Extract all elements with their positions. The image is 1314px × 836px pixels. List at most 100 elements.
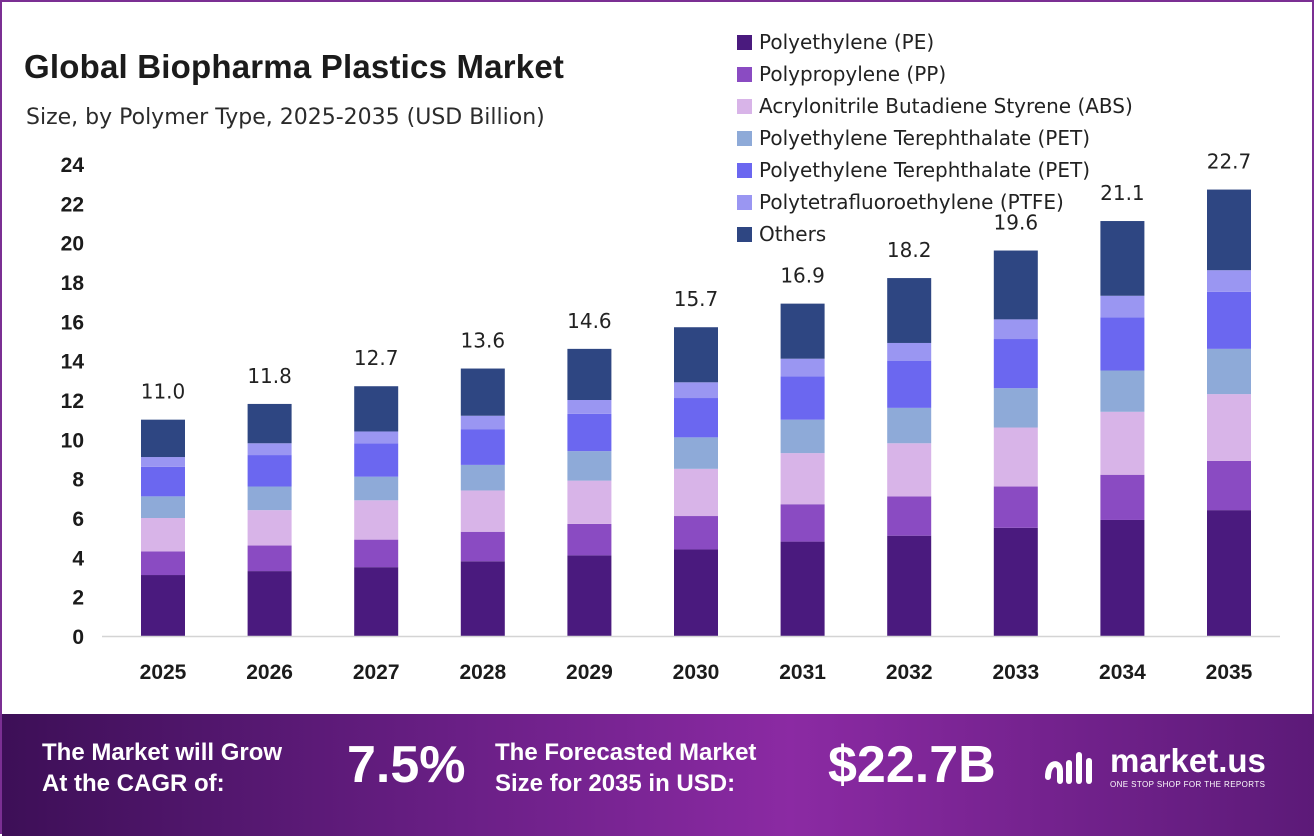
- y-tick-label: 6: [72, 508, 84, 531]
- bar-segment: [674, 327, 718, 383]
- bar-segment: [460, 415, 505, 430]
- bar-segment: [141, 518, 185, 552]
- legend-item: Polyethylene Terephthalate (PET): [737, 154, 1133, 186]
- bar-segment: [993, 339, 1038, 389]
- x-tick-label: 2035: [1206, 661, 1253, 684]
- bar-segment: [141, 551, 185, 576]
- chart-title: Global Biopharma Plastics Market: [24, 48, 565, 85]
- x-tick-label: 2033: [992, 661, 1039, 684]
- y-tick-label: 14: [61, 351, 85, 374]
- bar-segment: [780, 541, 825, 636]
- legend-item: Acrylonitrile Butadiene Styrene (ABS): [737, 90, 1133, 122]
- forecast-caption-line1: The Forecasted Market: [495, 739, 757, 766]
- legend-swatch: [737, 162, 752, 178]
- total-label: 22.7: [1207, 150, 1252, 174]
- legend-item: Polytetrafluoroethylene (PTFE): [737, 186, 1133, 218]
- bar-segment: [674, 437, 718, 469]
- bar-segment: [460, 464, 505, 491]
- x-tick-label: 2030: [673, 661, 720, 684]
- bar-segment: [1207, 460, 1251, 511]
- bar-segment: [141, 496, 185, 518]
- legend-label: Others: [759, 222, 827, 246]
- total-label: 11.8: [247, 364, 292, 388]
- legend-item: Polypropylene (PP): [737, 58, 1133, 90]
- bar-segment: [567, 480, 612, 524]
- bar-segment: [993, 427, 1038, 487]
- bar-segment: [460, 490, 505, 532]
- total-label: 19.6: [994, 211, 1039, 235]
- bar-segment: [1100, 221, 1145, 296]
- y-tick-label: 24: [61, 154, 85, 177]
- legend-item: Others: [737, 218, 1133, 250]
- bar-segment: [1207, 270, 1251, 292]
- total-label: 21.1: [1100, 181, 1145, 205]
- legend-label: Acrylonitrile Butadiene Styrene (ABS): [759, 94, 1133, 118]
- bar-segment: [887, 360, 932, 408]
- bar-segment: [247, 545, 292, 572]
- bar-segment: [354, 500, 399, 540]
- bar-segment: [780, 303, 825, 359]
- bar-segment: [567, 555, 612, 636]
- bar-segment: [1207, 394, 1251, 461]
- bar-segment: [247, 510, 292, 546]
- bar-segment: [567, 348, 612, 400]
- bar-segment: [354, 386, 399, 432]
- legend-swatch: [737, 34, 752, 50]
- bar-segment: [567, 413, 612, 452]
- x-tick-label: 2034: [1099, 661, 1146, 684]
- legend-label: Polyethylene (PE): [759, 30, 935, 54]
- y-tick-label: 2: [72, 587, 84, 610]
- x-tick-label: 2026: [246, 661, 293, 684]
- bar-segment: [1207, 348, 1251, 395]
- bars: [141, 189, 1251, 636]
- bar-segment: [567, 451, 612, 481]
- total-labels: 11.0 11.8 12.7 13.6 14.6 15.7 16.9 18.2 19.6 21.1…: [141, 150, 1252, 404]
- total-label: 16.9: [780, 264, 825, 288]
- bar-segment: [247, 486, 292, 511]
- x-tick-label: 2031: [779, 661, 826, 684]
- bar-segment: [141, 466, 185, 497]
- bar-segment: [354, 476, 399, 501]
- bar-segment: [887, 278, 932, 343]
- total-label: 18.2: [887, 238, 932, 262]
- y-tick-label: 20: [61, 233, 84, 256]
- legend-swatch: [737, 98, 752, 114]
- bar-segment: [993, 486, 1038, 528]
- bar-segment: [460, 531, 505, 562]
- bar-segment: [674, 398, 718, 438]
- cagr-caption-line1: The Market will Grow: [42, 739, 283, 766]
- bar-segment: [887, 342, 932, 361]
- bar-segment: [993, 388, 1038, 428]
- x-tick-label: 2032: [886, 661, 933, 684]
- y-tick-label: 0: [72, 626, 84, 649]
- bar-segment: [567, 523, 612, 556]
- x-tick-label: 2028: [459, 661, 506, 684]
- bar-segment: [780, 419, 825, 454]
- y-tick-label: 22: [61, 193, 84, 216]
- bar-segment: [1100, 370, 1145, 412]
- bar-segment: [460, 368, 505, 416]
- bar-segment: [247, 403, 292, 444]
- bar-segment: [1100, 295, 1145, 318]
- bar-segment: [887, 496, 932, 536]
- y-tick-label: 12: [61, 390, 84, 413]
- x-tick-label: 2027: [353, 661, 400, 684]
- bar-segment: [354, 567, 399, 636]
- bar-segment: [247, 455, 292, 487]
- bar-segment: [780, 504, 825, 542]
- bar-segment: [354, 443, 399, 477]
- x-axis: 2025 2026 2027 2028 2029 2030 2031 2032 2033 2034…: [102, 635, 1280, 684]
- bar-segment: [247, 443, 292, 456]
- bar-segment: [993, 319, 1038, 340]
- market-us-logo-icon: [1045, 751, 1092, 784]
- bar-segment: [1100, 411, 1145, 475]
- total-label: 15.7: [674, 287, 719, 311]
- forecast-caption: The Forecasted Market Size for 2035 in U…: [495, 737, 756, 799]
- x-tick-label: 2029: [566, 661, 613, 684]
- bar-segment: [780, 358, 825, 377]
- bar-segment: [141, 457, 185, 467]
- legend-item: Polyethylene Terephthalate (PET): [737, 122, 1133, 154]
- total-label: 11.0: [141, 380, 186, 404]
